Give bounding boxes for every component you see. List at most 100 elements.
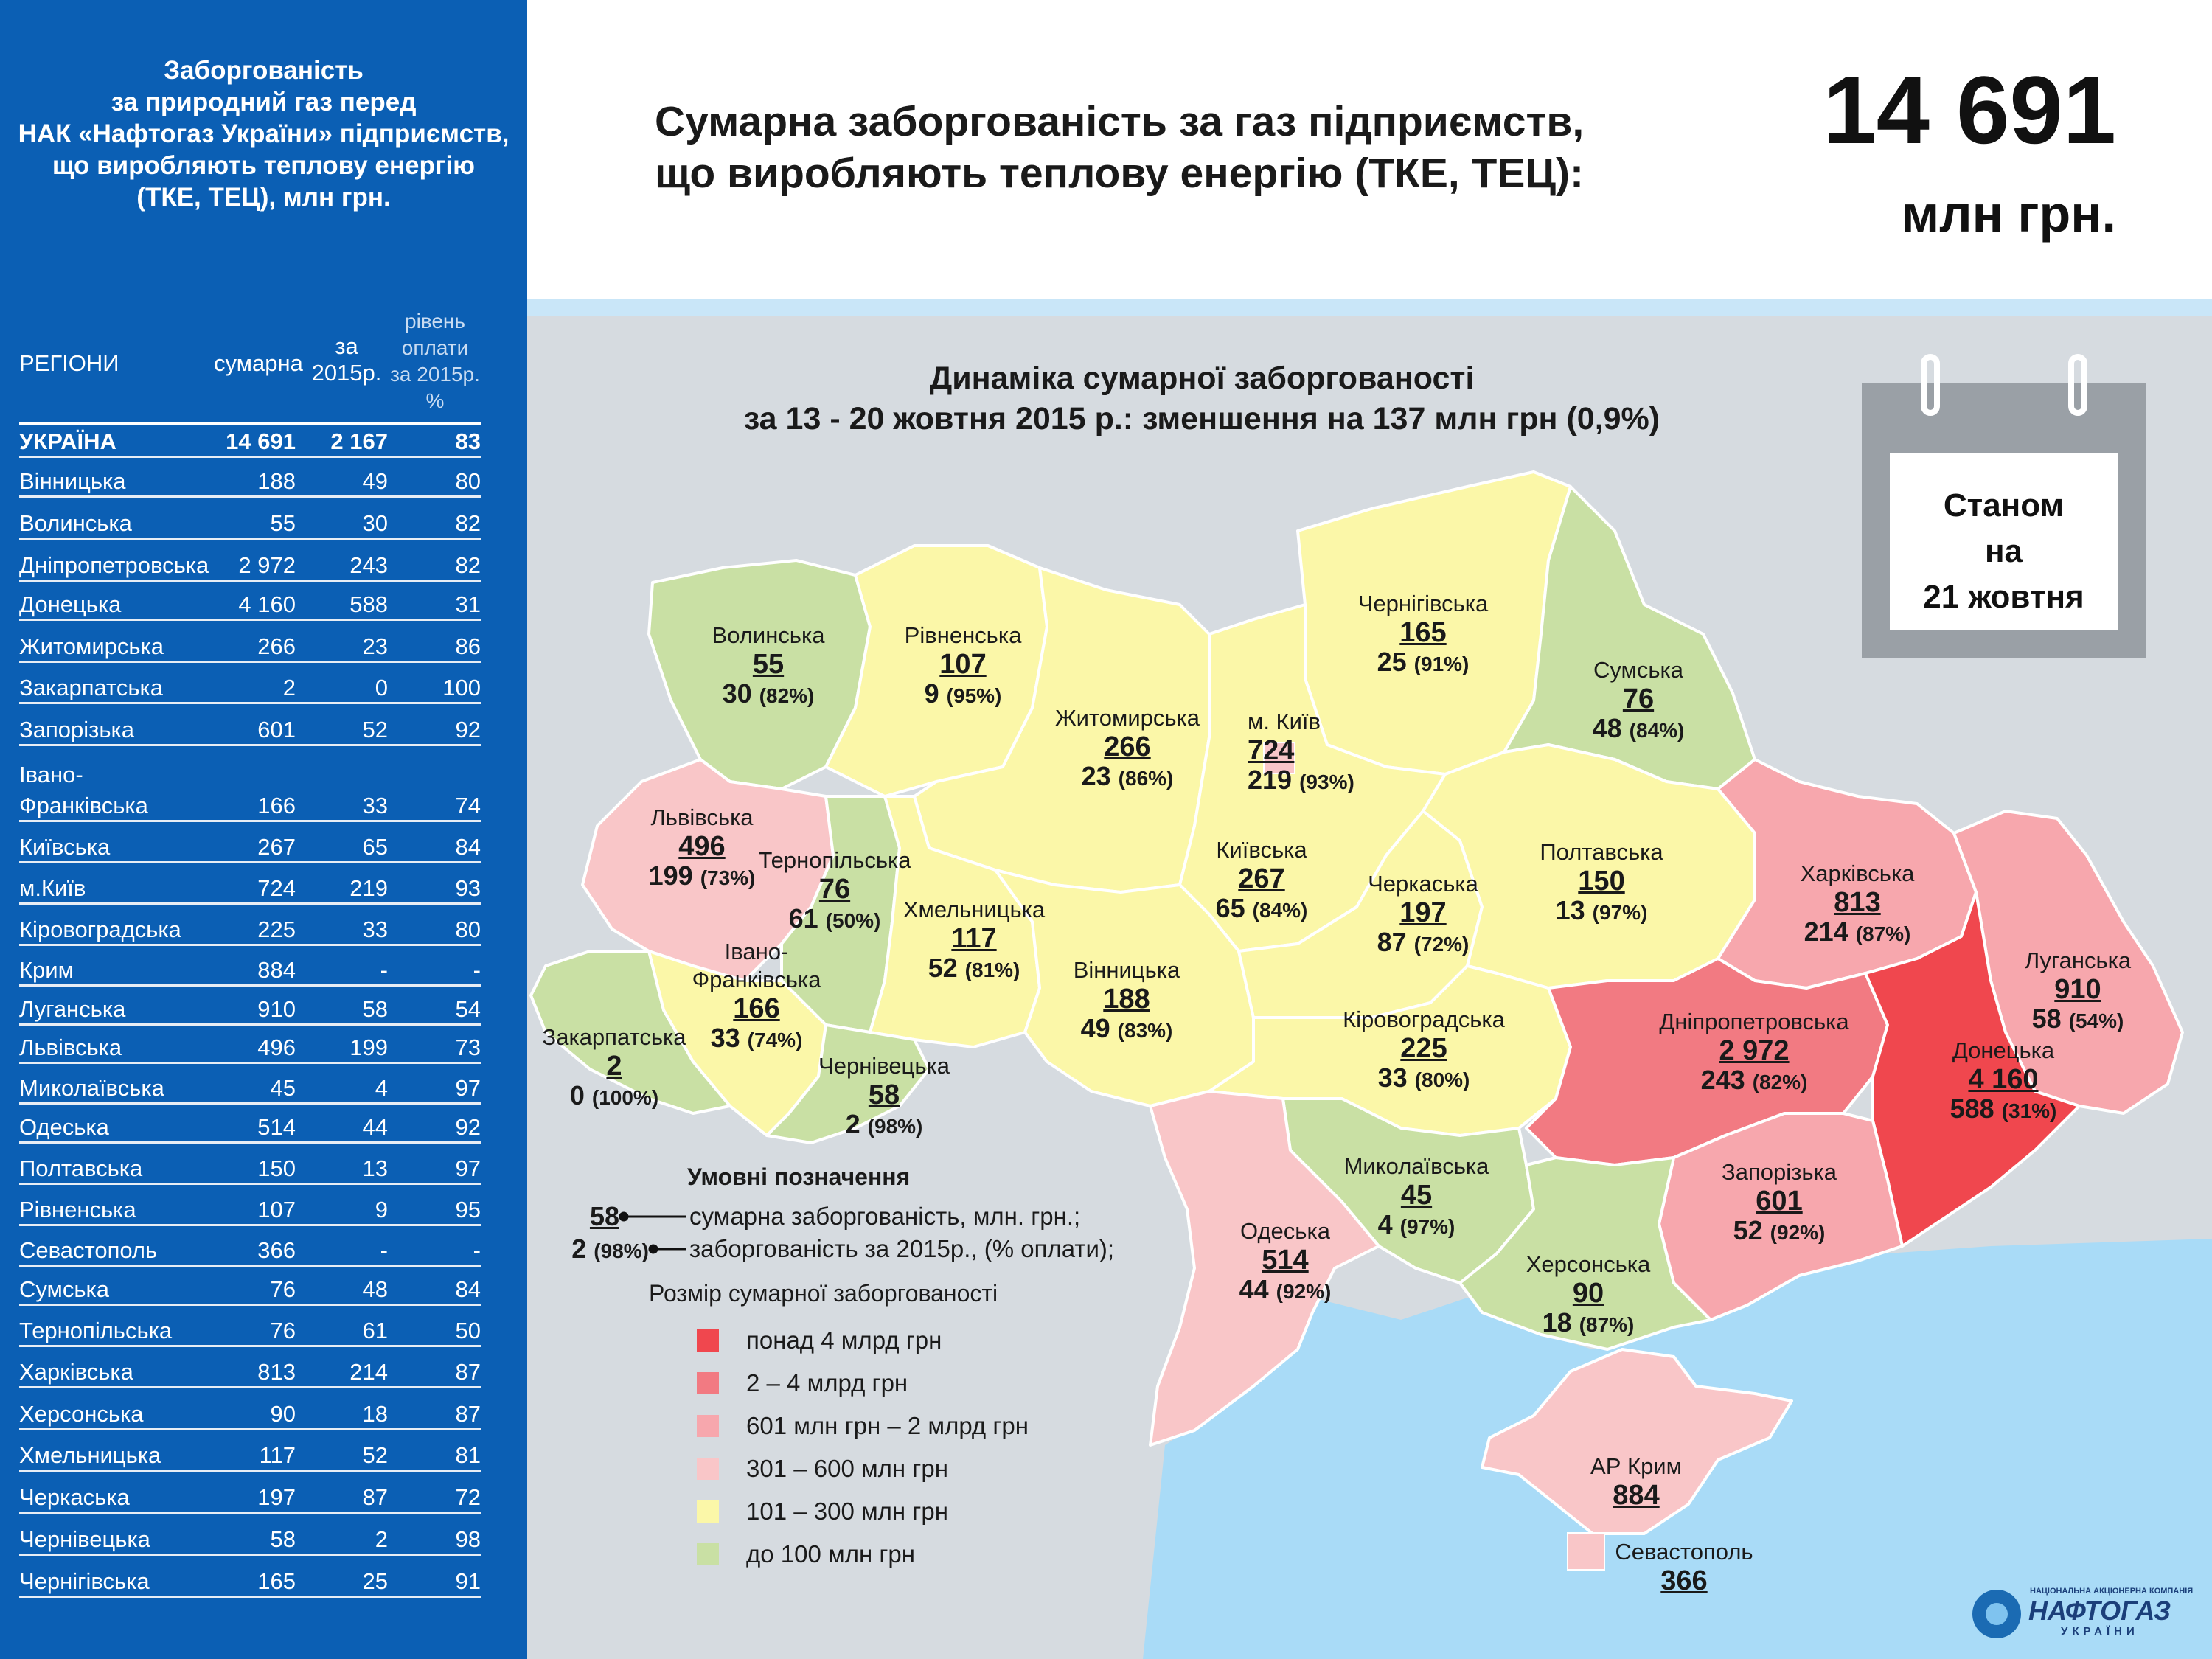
payment-rate: 97 [455, 1155, 481, 1181]
region-label-total: 724 [1248, 735, 1295, 766]
debt-2015: 49 [362, 468, 388, 494]
total-debt: 197 [257, 1484, 296, 1510]
region-label-2015: 52 (81%) [928, 953, 1020, 983]
region-label-name: Сумська [1593, 657, 1683, 683]
region-label-name: Львівська [650, 804, 754, 830]
table-row: Дніпропетровська 2 972 243 82 [19, 550, 481, 582]
payment-rate: 72 [455, 1484, 481, 1510]
region-crimea[interactable] [1481, 1348, 1793, 1535]
region-name-line1: Івано- [19, 762, 83, 787]
calendar-ring [1921, 354, 1940, 416]
region-label-total: 165 [1399, 617, 1447, 648]
region-label-2015: 219 (93%) [1248, 765, 1354, 795]
sevastopol-marker [1567, 1532, 1605, 1571]
region-label-name: Полтавська [1540, 839, 1663, 865]
region-label-name: Дніпропетровська [1659, 1009, 1849, 1034]
region-label: Вінницька 188 49 (83%) [1074, 956, 1180, 1046]
table-row: Львівська 496 199 73 [19, 1032, 481, 1064]
region-name: Донецька [19, 591, 122, 617]
payment-rate: 98 [455, 1526, 481, 1552]
kyiv-city-marker [1263, 742, 1295, 774]
legend-item-over4bn: понад 4 млрд грн [746, 1326, 942, 1354]
region-name: Дніпропетровська [19, 552, 209, 578]
region-label: м. Київ 724 219 (93%) [1248, 708, 1354, 797]
table-row: Чернівецька 58 2 98 [19, 1524, 481, 1556]
region-name: Чернігівська [19, 1568, 150, 1594]
region-label-2015: 25 (91%) [1377, 647, 1470, 677]
region-name: Волинська [19, 510, 132, 536]
payment-rate: 80 [455, 468, 481, 494]
legend-dot-total [619, 1211, 629, 1222]
region-label-name: Івано- [724, 939, 789, 964]
region-label-name: АР Крим [1590, 1453, 1682, 1479]
region-label: Дніпропетровська 2 972 243 (82%) [1659, 1008, 1848, 1097]
region-odeska[interactable] [1149, 1090, 1380, 1447]
region-label-2015: 48 (84%) [1592, 713, 1685, 743]
region-label-2015: 2 (98%) [845, 1109, 923, 1139]
table-row: Херсонська 90 18 87 [19, 1399, 481, 1430]
region-label-2015: 52 (92%) [1733, 1215, 1826, 1245]
debt-2015: 33 [362, 917, 388, 942]
region-label-name: Черкаська [1368, 871, 1478, 897]
total-debt: 188 [257, 468, 296, 494]
page-title: Сумарна заборгованість за газ підприємст… [655, 98, 1585, 197]
total-debt: 910 [257, 996, 296, 1022]
region-label-name: Чернівецька [818, 1053, 950, 1079]
debt-2015: 61 [362, 1318, 388, 1343]
debt-table-panel: Заборгованість за природний газ перед НА… [0, 0, 527, 1659]
region-name: Сумська [19, 1276, 109, 1302]
region-label-total: 2 [606, 1051, 622, 1082]
region-label-2015: 30 (82%) [722, 678, 815, 709]
debt-2015: 18 [362, 1401, 388, 1427]
region-zakarpatska[interactable] [529, 950, 731, 1115]
debt-2015: 25 [362, 1568, 388, 1594]
payment-rate: 84 [455, 1276, 481, 1302]
payment-rate: 84 [455, 834, 481, 860]
table-row: Полтавська 150 13 97 [19, 1153, 481, 1185]
region-label-total: 266 [1104, 731, 1151, 762]
legend-sample-total: 58 [589, 1201, 619, 1231]
region-name: Хмельницька [19, 1442, 161, 1468]
region-label: Хмельницька 117 52 (81%) [903, 896, 1045, 985]
payment-rate: 80 [455, 917, 481, 942]
table-row: Харківська 813 214 87 [19, 1357, 481, 1388]
region-label-2015: 588 (31%) [1950, 1093, 2057, 1124]
region-label-name: Запорізька [1722, 1159, 1837, 1185]
region-label: Черкаська 197 87 (72%) [1368, 870, 1478, 959]
debt-2015: 52 [362, 717, 388, 742]
legend-size-title: Розмір сумарної заборгованості [649, 1280, 998, 1307]
region-label-name: Севастополь [1615, 1539, 1753, 1565]
debt-2015: 52 [362, 1442, 388, 1468]
debt-2015: 87 [362, 1484, 388, 1510]
region-khersonska[interactable] [1458, 1156, 1712, 1351]
region-name: Чернівецька [19, 1526, 150, 1552]
payment-rate: 91 [455, 1568, 481, 1594]
region-label-total: 267 [1238, 863, 1285, 894]
region-name: Одеська [19, 1114, 109, 1140]
table-row: Житомирська 266 23 86 [19, 631, 481, 663]
region-label-2015: 33 (74%) [710, 1023, 803, 1053]
region-label-total: 601 [1756, 1186, 1803, 1217]
column-header-total: сумарна [214, 350, 303, 376]
table-row: Тернопільська 76 61 50 [19, 1315, 481, 1347]
table-row: Миколаївська 45 4 97 [19, 1073, 481, 1105]
region-donetska[interactable] [1864, 891, 2081, 1248]
region-label-name: Закарпатська [542, 1024, 686, 1050]
region-label-total: 910 [2054, 974, 2101, 1005]
region-label: Київська 267 65 (84%) [1216, 836, 1308, 925]
debt-2015: 48 [362, 1276, 388, 1302]
payment-rate: - [473, 957, 481, 983]
region-label-name: Луганська [2024, 947, 2132, 973]
legend-item-2to4bn: 2 – 4 млрд грн [746, 1369, 908, 1397]
region-khmelnytska[interactable] [869, 795, 1041, 1048]
region-label: Кіровоградська 225 33 (80%) [1343, 1006, 1505, 1095]
as-of-date: Станом на 21 жовтня [1923, 487, 2084, 615]
region-label-total: 55 [752, 649, 785, 680]
debt-2015: 2 [375, 1526, 388, 1552]
region-label: Чернігівська 165 25 (91%) [1358, 590, 1489, 679]
region-chernivetska[interactable] [765, 1023, 931, 1144]
total-debt: 496 [257, 1034, 296, 1060]
region-label-total: 813 [1834, 887, 1881, 918]
region-label-2015: 13 (97%) [1555, 895, 1648, 925]
region-label: Житомирська 266 23 (86%) [1055, 704, 1200, 793]
